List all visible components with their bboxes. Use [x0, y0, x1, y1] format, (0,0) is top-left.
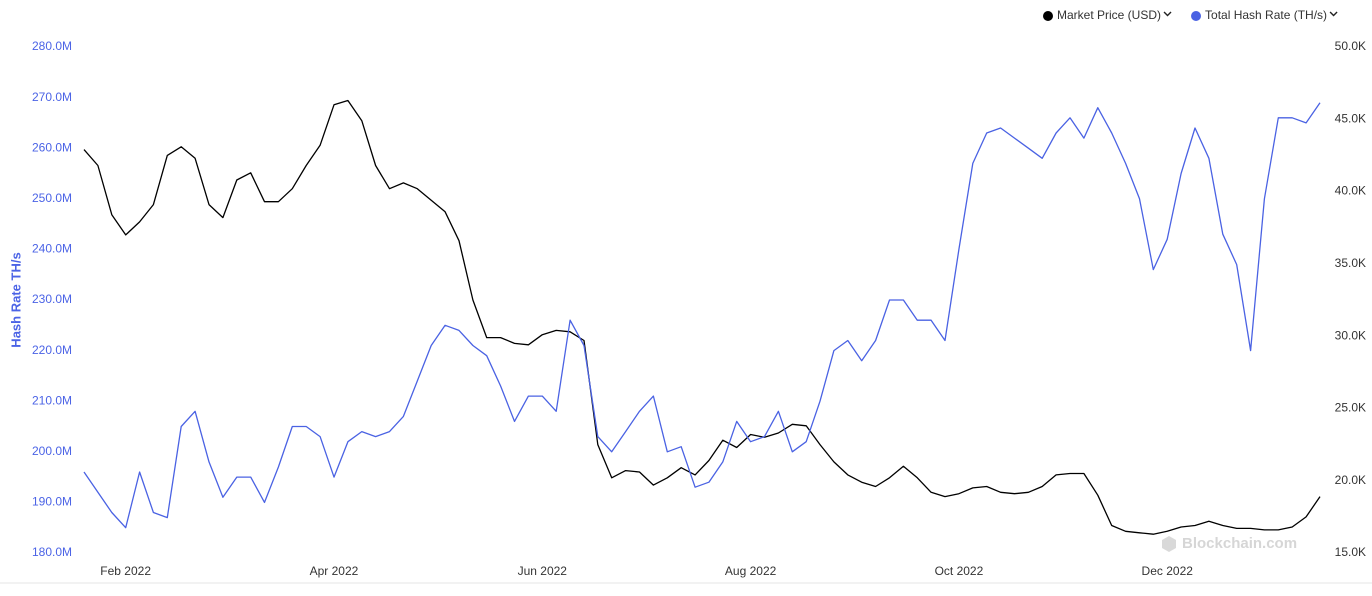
legend-label: Total Hash Rate (TH/s) [1205, 8, 1327, 22]
y-tick-label: 190.0M [32, 495, 72, 509]
y-tick-label: 260.0M [32, 140, 72, 154]
y-tick-label: 240.0M [32, 242, 72, 256]
legend-chevron [1163, 11, 1172, 17]
legend-chevron [1329, 11, 1338, 17]
y-tick-label: 280.0M [32, 39, 72, 53]
legend-marker [1191, 11, 1202, 21]
y-tick-label: 180.0M [32, 545, 72, 559]
x-tick-label: Oct 2022 [935, 564, 984, 578]
y-tick-label: 210.0M [32, 393, 72, 407]
series-line [83, 102, 1321, 529]
x-tick-label: Dec 2022 [1142, 564, 1194, 578]
x-tick-label: Aug 2022 [725, 564, 777, 578]
y-tick-label: 200.0M [32, 444, 72, 458]
y-tick-label: 220.0M [32, 343, 72, 357]
y2-tick-label: 40.0K [1335, 184, 1366, 198]
legend-marker [1043, 11, 1053, 21]
watermark-text: Blockchain.com [1182, 535, 1297, 552]
x-tick-label: Feb 2022 [100, 564, 151, 578]
y-axis-title: Hash Rate TH/s [8, 252, 23, 347]
series-line [83, 99, 1321, 535]
legend-item[interactable]: Market Price (USD) [1043, 8, 1172, 22]
y-tick-label: 250.0M [32, 191, 72, 205]
legend-label: Market Price (USD) [1057, 8, 1161, 22]
y2-tick-label: 15.0K [1335, 545, 1366, 559]
legend-item[interactable]: Total Hash Rate (TH/s) [1191, 8, 1338, 22]
legend: Market Price (USD) Total Hash Rate (TH/s) [1043, 8, 1338, 22]
y2-tick-label: 35.0K [1335, 256, 1366, 270]
y2-tick-label: 30.0K [1335, 328, 1366, 342]
y2-tick-label: 25.0K [1335, 401, 1366, 415]
y2-tick-label: 50.0K [1335, 39, 1366, 53]
y-tick-label: 270.0M [32, 90, 72, 104]
y2-tick-label: 20.0K [1335, 473, 1366, 487]
x-tick-label: Apr 2022 [310, 564, 359, 578]
y2-tick-label: 45.0K [1335, 111, 1366, 125]
y-tick-label: 230.0M [32, 292, 72, 306]
watermark: Blockchain.com [1162, 535, 1297, 552]
x-tick-label: Jun 2022 [518, 564, 568, 578]
